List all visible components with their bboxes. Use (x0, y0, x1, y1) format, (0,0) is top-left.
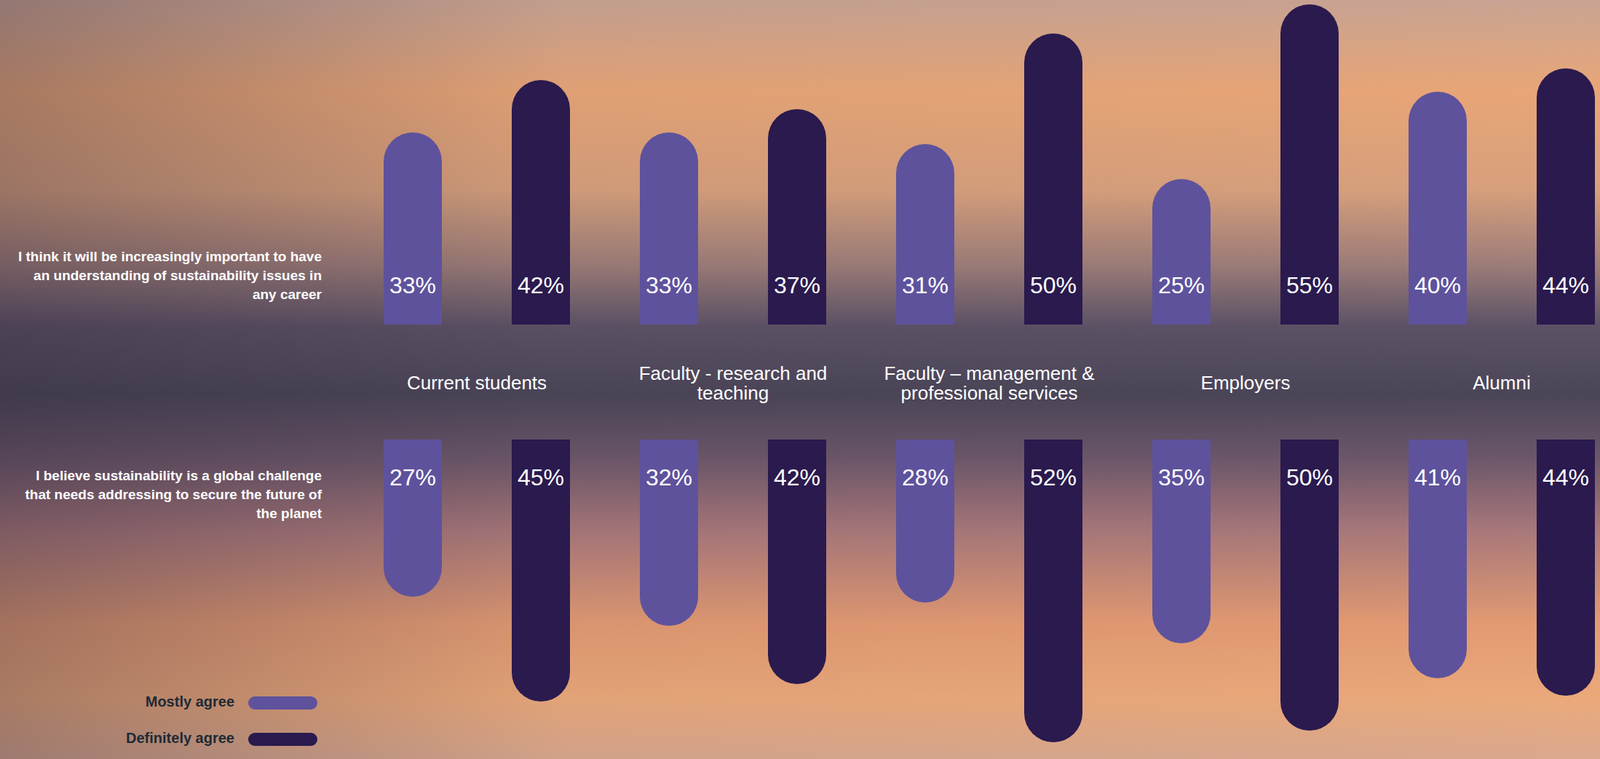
data-label: 50% (1030, 272, 1077, 299)
data-label: 37% (773, 272, 821, 299)
data-label: 28% (901, 464, 949, 491)
bar (1024, 33, 1083, 325)
data-label: 44% (1542, 464, 1590, 491)
data-label: 35% (1158, 464, 1205, 491)
bar (1152, 179, 1211, 325)
bars (383, 439, 1595, 743)
bar (1280, 439, 1339, 731)
category-labels: Current students Faculty - research andte… (406, 361, 1531, 404)
legend: Mostly agree Definitely agree (125, 693, 318, 747)
bar (383, 439, 442, 597)
data-label: 44% (1542, 272, 1590, 299)
data-label: 33% (645, 272, 693, 299)
row-title: I believe sustainability is a global cha… (24, 468, 322, 522)
bar (1536, 439, 1595, 696)
bar (1152, 439, 1211, 644)
legend-label: Definitely agree (125, 730, 235, 747)
data-label: 25% (1158, 272, 1205, 299)
bar (383, 132, 442, 325)
data-label: 33% (389, 272, 437, 299)
bar (896, 144, 955, 325)
bar (511, 439, 570, 702)
data-labels: 33% 33% 31% 25% 40% 42% 37% 50% 55% 44% (389, 272, 1590, 299)
bar (1024, 439, 1083, 743)
category-label: Faculty – management &professional servi… (883, 361, 1095, 404)
data-labels: 27% 32% 28% 35% 41% 45% 42% 52% 50% 44% (389, 464, 1590, 491)
bar (896, 439, 955, 603)
data-label: 45% (517, 464, 565, 491)
bars (383, 4, 1595, 325)
bar (1408, 91, 1467, 325)
data-label: 50% (1286, 464, 1333, 491)
legend-swatch (248, 733, 318, 747)
legend-label: Mostly agree (145, 693, 235, 710)
bar (767, 109, 827, 325)
category-label: Faculty - research andteaching (639, 361, 828, 404)
background-shade (0, 0, 1600, 759)
data-label: 55% (1286, 272, 1333, 299)
category-label: Employers (1201, 371, 1291, 394)
bar (511, 80, 570, 325)
bar (1536, 68, 1595, 325)
data-label: 52% (1030, 464, 1077, 491)
background (0, 0, 1600, 759)
data-label: 31% (901, 272, 949, 299)
data-label: 41% (1414, 464, 1461, 491)
data-label: 27% (389, 464, 437, 491)
legend-swatch (248, 696, 318, 710)
data-label: 40% (1414, 272, 1461, 299)
bar (639, 132, 699, 325)
data-label: 42% (517, 272, 565, 299)
chart: 33% 33% 31% 25% 40% 42% 37% 50% 55% 44% I think it… (0, 0, 1600, 759)
data-label: 42% (773, 464, 821, 491)
bar (1408, 439, 1467, 679)
row-title: I think it will be increasingly importan… (18, 248, 323, 303)
data-label: 32% (645, 464, 693, 491)
bar (639, 439, 699, 627)
category-label: Alumni (1472, 371, 1531, 394)
bar (767, 439, 827, 685)
category-label: Current students (406, 371, 547, 394)
bar (1280, 4, 1339, 325)
